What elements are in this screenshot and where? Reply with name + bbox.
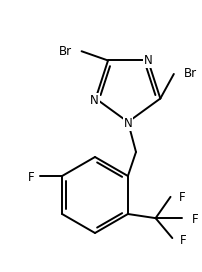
Text: Br: Br: [58, 45, 72, 58]
Text: F: F: [180, 234, 187, 247]
Text: F: F: [179, 191, 185, 204]
Text: N: N: [90, 94, 99, 107]
Text: N: N: [124, 117, 132, 130]
Text: F: F: [27, 171, 34, 184]
Text: N: N: [144, 54, 152, 67]
Text: Br: Br: [184, 67, 197, 80]
Text: F: F: [192, 213, 198, 226]
